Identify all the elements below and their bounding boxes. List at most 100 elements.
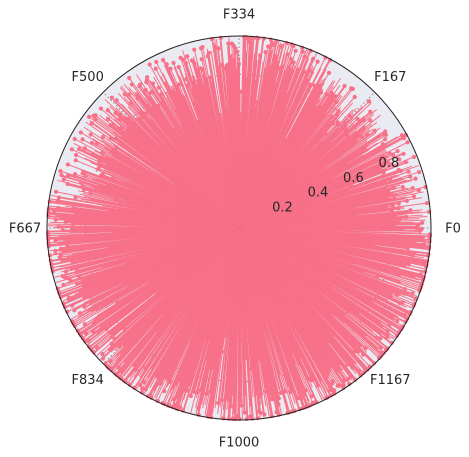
- stem-marker: [365, 367, 370, 372]
- stem-marker: [135, 92, 140, 97]
- stem-marker: [332, 388, 337, 393]
- stem-marker: [247, 39, 252, 45]
- stem-series: [45, 34, 433, 422]
- stem-marker: [397, 157, 402, 162]
- stem-marker: [86, 338, 91, 343]
- stem-marker: [53, 189, 59, 194]
- stem-marker: [263, 50, 268, 55]
- angular-tick-label: F1000: [219, 436, 260, 451]
- stem-marker: [82, 338, 88, 344]
- stem-marker: [147, 62, 152, 67]
- stem-marker: [171, 60, 176, 65]
- stem-marker: [229, 41, 234, 46]
- stem-marker: [198, 46, 204, 51]
- stem-marker: [416, 169, 422, 175]
- stem-marker: [61, 177, 66, 182]
- stem-marker: [53, 248, 58, 254]
- stem-marker: [404, 214, 409, 220]
- stem-marker: [405, 140, 410, 145]
- stem-marker: [70, 303, 75, 308]
- stem-marker: [326, 70, 332, 75]
- stem-marker: [411, 194, 417, 199]
- stem-marker: [105, 108, 110, 113]
- stem-marker: [162, 389, 167, 394]
- stem-marker: [136, 95, 141, 101]
- stem-marker: [100, 351, 105, 357]
- stem-marker: [192, 47, 197, 52]
- stem-marker: [355, 116, 360, 122]
- stem-marker: [138, 382, 143, 387]
- angular-tick-labels: F0 F167 F334 F500 F667 F834 F1000 F1167: [9, 8, 461, 451]
- stem-marker: [127, 382, 132, 387]
- stem-marker: [86, 114, 92, 119]
- stem-marker: [100, 134, 106, 139]
- stem-marker: [69, 147, 74, 152]
- stem-marker: [385, 333, 390, 338]
- stem-marker: [411, 154, 417, 160]
- stem-marker: [410, 291, 415, 296]
- stem-marker: [73, 158, 78, 163]
- stem-marker: [237, 416, 242, 422]
- polar-spine: [46, 35, 432, 421]
- stem-marker: [156, 85, 161, 90]
- stem-marker: [358, 373, 363, 378]
- stem-marker: [134, 367, 139, 372]
- stem-marker: [127, 92, 132, 97]
- stem-marker: [58, 169, 63, 174]
- stem-marker: [235, 49, 240, 54]
- stem-marker: [262, 412, 267, 417]
- stem-marker: [113, 110, 118, 116]
- stem-marker: [189, 58, 194, 63]
- stem-marker: [63, 219, 68, 224]
- stem-marker: [352, 377, 358, 382]
- stem-marker: [105, 116, 111, 122]
- stem-marker: [312, 83, 317, 88]
- stem-marker: [315, 59, 320, 64]
- stem-marker: [371, 361, 377, 366]
- stem-marker: [420, 220, 425, 225]
- stem-marker: [346, 377, 351, 382]
- stem-marker: [82, 304, 87, 310]
- stem-marker: [345, 134, 351, 139]
- stem-marker: [109, 368, 114, 373]
- stem-marker: [400, 184, 405, 190]
- stem-marker: [396, 167, 401, 173]
- stem-marker: [242, 410, 247, 415]
- stem-marker: [219, 397, 224, 402]
- stem-marker: [98, 106, 103, 111]
- stem-marker: [154, 59, 159, 65]
- stem-marker: [88, 132, 93, 137]
- stem-marker: [53, 217, 58, 222]
- radial-tick-label: 0.8: [379, 156, 400, 171]
- stem-marker: [389, 340, 394, 345]
- angular-tick-label: F500: [72, 70, 104, 85]
- stem-marker: [336, 109, 341, 114]
- stem-marker: [401, 151, 406, 156]
- stem-marker: [160, 58, 166, 63]
- stem-marker: [137, 84, 142, 89]
- stem-marker: [378, 336, 383, 341]
- stem-marker: [347, 113, 352, 119]
- stem-marker: [149, 90, 154, 95]
- angular-tick-label: F834: [72, 373, 104, 388]
- stem-marker: [70, 221, 76, 226]
- stem-marker: [334, 99, 339, 105]
- stem-marker: [352, 94, 357, 100]
- stem-marker: [114, 372, 120, 378]
- stem-marker: [65, 162, 70, 167]
- stem-marker: [372, 128, 377, 133]
- stem-marker: [419, 226, 424, 231]
- stem-marker: [176, 65, 181, 70]
- stem-marker: [74, 152, 79, 158]
- stem-marker: [229, 404, 234, 409]
- stem-marker: [367, 99, 372, 104]
- stem-marker: [178, 405, 183, 410]
- stem-marker: [56, 195, 62, 200]
- stem-marker: [381, 350, 386, 355]
- stem-marker: [310, 400, 315, 406]
- stem-marker: [383, 129, 388, 134]
- stem-marker: [91, 113, 96, 118]
- stem-marker: [153, 66, 158, 71]
